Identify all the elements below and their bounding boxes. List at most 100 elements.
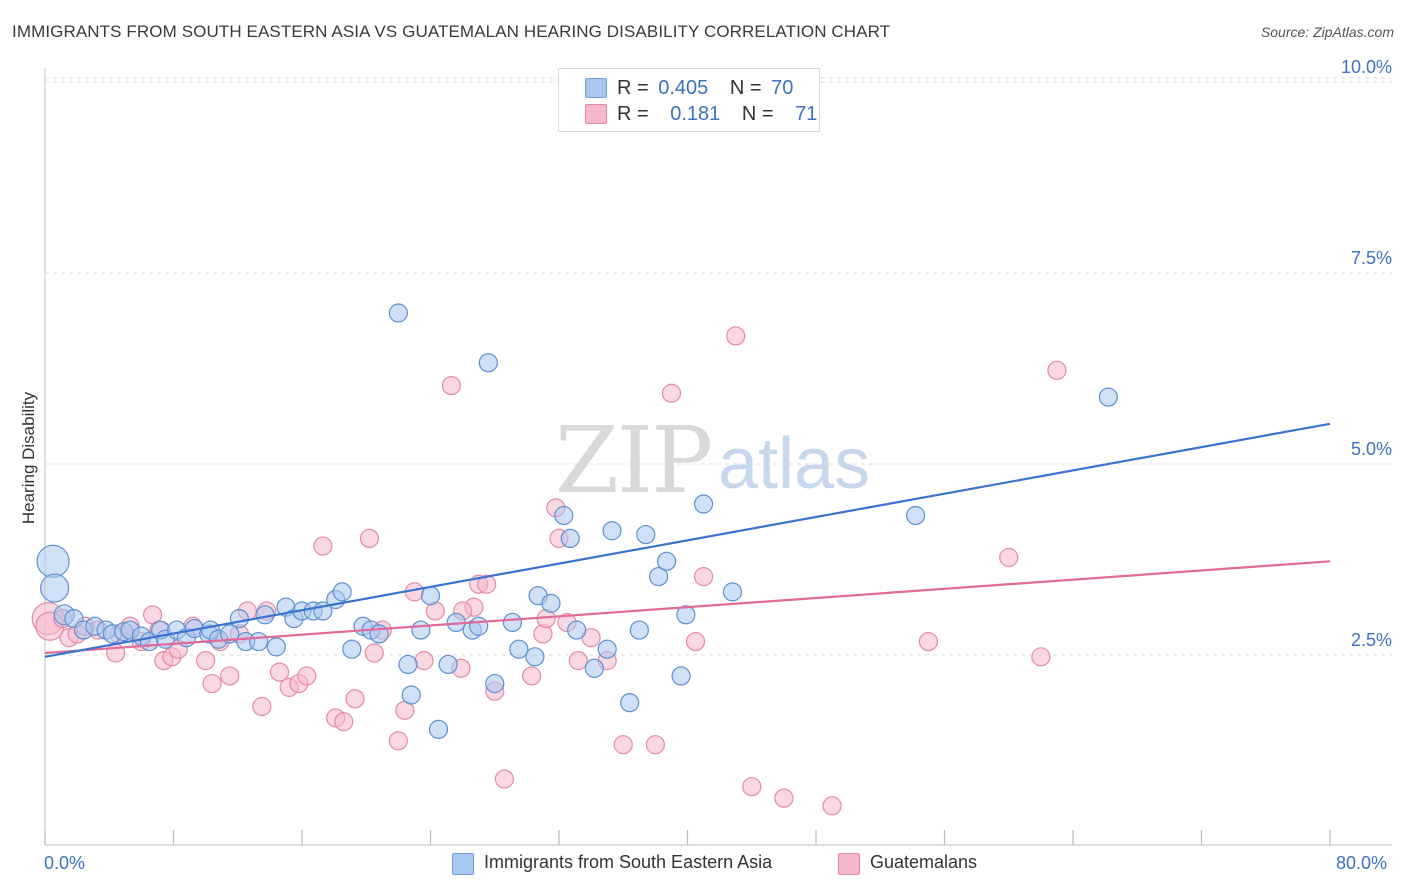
legend-swatch-guatemalans xyxy=(585,104,607,124)
legend-r-value: 0.181 xyxy=(670,103,721,125)
grid-lines xyxy=(45,77,1392,656)
point-sea xyxy=(332,582,352,602)
series-guatemalans-points xyxy=(31,326,1067,816)
point-guatemalans xyxy=(1031,647,1051,667)
y-tick-labels: 2.5% 5.0% 7.5% 10.0% xyxy=(1341,57,1392,650)
point-guatemalans xyxy=(196,651,216,671)
watermark-atlas: atlas xyxy=(718,424,870,504)
legend-n-label: N = xyxy=(741,103,774,125)
point-sea xyxy=(567,620,587,640)
point-sea xyxy=(398,654,418,675)
point-sea xyxy=(620,693,640,713)
point-sea xyxy=(602,521,622,541)
legend-n-value: 70 xyxy=(771,77,794,99)
legend-r-value: 0.405 xyxy=(658,77,709,99)
series-legend: Immigrants from South Eastern Asia Guate… xyxy=(0,852,1406,878)
point-guatemalans xyxy=(269,662,290,682)
point-sea xyxy=(40,573,70,603)
legend-r-label: R = xyxy=(617,103,649,125)
legend-r-label: R = xyxy=(617,77,649,99)
point-sea xyxy=(541,593,561,613)
point-sea xyxy=(597,639,617,659)
point-guatemalans xyxy=(918,631,939,652)
point-sea xyxy=(554,505,574,526)
point-sea xyxy=(693,494,714,514)
point-sea xyxy=(229,609,249,629)
point-sea xyxy=(671,666,691,686)
point-guatemalans xyxy=(414,651,434,671)
x-tick-max: 80.0% xyxy=(1336,853,1388,873)
legend-n-value: 71 xyxy=(795,103,818,125)
correlation-legend: R = 0.405 N = 70 R = 0.181 N = 71 xyxy=(558,68,820,132)
point-sea xyxy=(485,673,505,694)
legend-swatch-sea xyxy=(452,853,474,875)
legend-label-guatemalans: Guatemalans xyxy=(870,852,978,872)
point-guatemalans xyxy=(220,666,240,686)
trend-line-guatemalans xyxy=(44,560,1331,655)
point-guatemalans xyxy=(685,631,706,652)
point-guatemalans xyxy=(441,376,461,396)
point-guatemalans xyxy=(345,689,365,709)
point-sea xyxy=(525,647,545,667)
legend-n-label: N = xyxy=(729,77,762,99)
point-sea xyxy=(1098,387,1118,407)
point-guatemalans xyxy=(661,383,682,403)
point-sea xyxy=(584,658,604,678)
point-sea xyxy=(676,605,696,625)
point-guatemalans xyxy=(388,731,408,751)
legend-swatch-sea xyxy=(585,78,607,98)
point-guatemalans xyxy=(494,769,514,789)
point-sea xyxy=(905,505,926,526)
point-guatemalans xyxy=(822,796,842,816)
point-guatemalans xyxy=(252,696,272,717)
point-sea xyxy=(629,620,649,640)
point-sea xyxy=(636,524,656,545)
legend-swatch-guatemalans xyxy=(838,853,860,875)
point-sea xyxy=(369,624,389,644)
point-sea xyxy=(428,719,449,740)
point-sea xyxy=(266,637,286,657)
point-sea xyxy=(469,616,489,636)
point-guatemalans xyxy=(334,712,354,732)
point-guatemalans xyxy=(613,735,633,755)
point-sea xyxy=(342,639,362,659)
y-tick-label: 10.0% xyxy=(1341,57,1392,77)
y-tick-label: 2.5% xyxy=(1351,630,1392,650)
point-guatemalans xyxy=(364,643,384,663)
series-sea-points xyxy=(36,108,1118,740)
point-sea xyxy=(388,303,408,323)
point-sea xyxy=(502,612,523,633)
point-sea xyxy=(411,620,431,640)
point-sea xyxy=(560,528,580,549)
point-guatemalans xyxy=(742,777,762,797)
point-sea xyxy=(478,353,498,373)
watermark: ZIP atlas xyxy=(555,407,870,514)
point-guatemalans xyxy=(1047,360,1067,380)
point-guatemalans xyxy=(202,673,222,694)
point-sea xyxy=(648,566,669,587)
point-guatemalans xyxy=(359,528,380,549)
point-guatemalans xyxy=(522,666,542,686)
x-tick-min: 0.0% xyxy=(44,853,86,873)
point-guatemalans xyxy=(774,788,794,808)
point-guatemalans xyxy=(693,566,714,587)
point-sea xyxy=(438,654,458,675)
legend-label-sea: Immigrants from South Eastern Asia xyxy=(484,852,773,872)
trend-line-sea xyxy=(44,422,1331,658)
point-sea xyxy=(401,685,421,705)
point-guatemalans xyxy=(297,666,317,686)
watermark-zip: ZIP xyxy=(555,407,711,514)
source-note: Source: ZipAtlas.com xyxy=(1260,24,1394,40)
point-guatemalans xyxy=(726,326,746,346)
point-guatemalans xyxy=(313,536,333,556)
point-sea xyxy=(420,586,441,606)
point-guatemalans xyxy=(568,651,588,671)
point-guatemalans xyxy=(477,574,497,594)
point-guatemalans xyxy=(645,735,665,755)
point-sea xyxy=(509,639,529,659)
point-sea xyxy=(249,631,269,652)
point-guatemalans xyxy=(999,547,1019,568)
axes xyxy=(44,68,1392,846)
point-sea xyxy=(657,551,677,571)
